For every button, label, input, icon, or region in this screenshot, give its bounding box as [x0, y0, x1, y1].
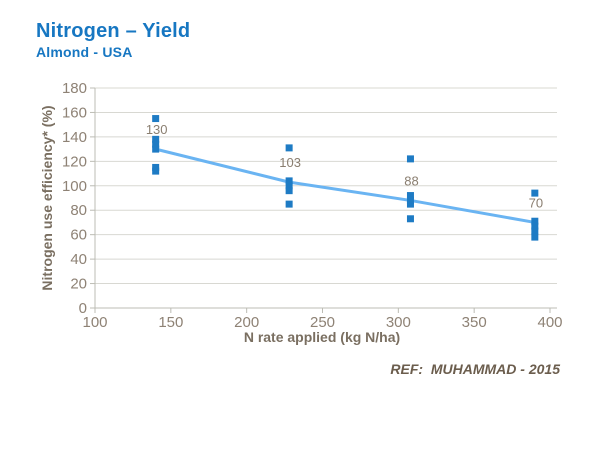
x-tick-label: 250 [310, 314, 335, 331]
x-tick-label: 100 [82, 314, 107, 331]
data-point [531, 217, 539, 225]
data-point [531, 189, 539, 197]
y-tick-label: 20 [70, 276, 87, 293]
x-tick-label: 200 [234, 314, 259, 331]
data-point [152, 115, 160, 123]
mean-label: 103 [279, 155, 301, 170]
y-tick-label: 0 [79, 300, 87, 317]
data-point [531, 227, 539, 235]
data-point [406, 200, 414, 208]
data-point [406, 196, 414, 204]
chart-title: Nitrogen – Yield [36, 20, 191, 42]
y-tick-label: 60 [70, 227, 87, 244]
y-tick-label: 140 [62, 129, 87, 146]
data-point [152, 145, 160, 153]
data-point [406, 215, 414, 223]
data-point [406, 192, 414, 200]
data-point [152, 135, 160, 143]
data-point [285, 182, 293, 190]
y-tick-label: 80 [70, 202, 87, 219]
data-point [285, 187, 293, 195]
y-tick-label: 180 [62, 80, 87, 97]
data-point [285, 200, 293, 208]
chart-subtitle: Almond - USA [36, 44, 133, 60]
y-tick-label: 160 [62, 104, 87, 121]
y-tick-label: 40 [70, 251, 87, 268]
x-tick-label: 300 [386, 314, 411, 331]
data-point [152, 140, 160, 148]
y-axis-title: Nitrogen use efficiency* (%) [39, 105, 55, 291]
data-point [531, 222, 539, 230]
y-tick-label: 100 [62, 178, 87, 195]
x-tick-label: 150 [158, 314, 183, 331]
data-point [152, 163, 160, 171]
y-tick-label: 120 [62, 153, 87, 170]
data-point [406, 155, 414, 163]
data-point [285, 144, 293, 152]
data-point [285, 177, 293, 185]
trend-line [154, 147, 537, 224]
data-point [531, 233, 539, 241]
x-tick-label: 400 [537, 314, 562, 331]
mean-label: 70 [529, 195, 543, 210]
mean-label: 88 [404, 173, 418, 188]
reference-text: REF: MUHAMMAD - 2015 [390, 361, 560, 377]
x-tick-label: 350 [462, 314, 487, 331]
x-axis-title: N rate applied (kg N/ha) [243, 329, 401, 345]
data-point [152, 167, 160, 175]
mean-label: 130 [146, 122, 168, 137]
